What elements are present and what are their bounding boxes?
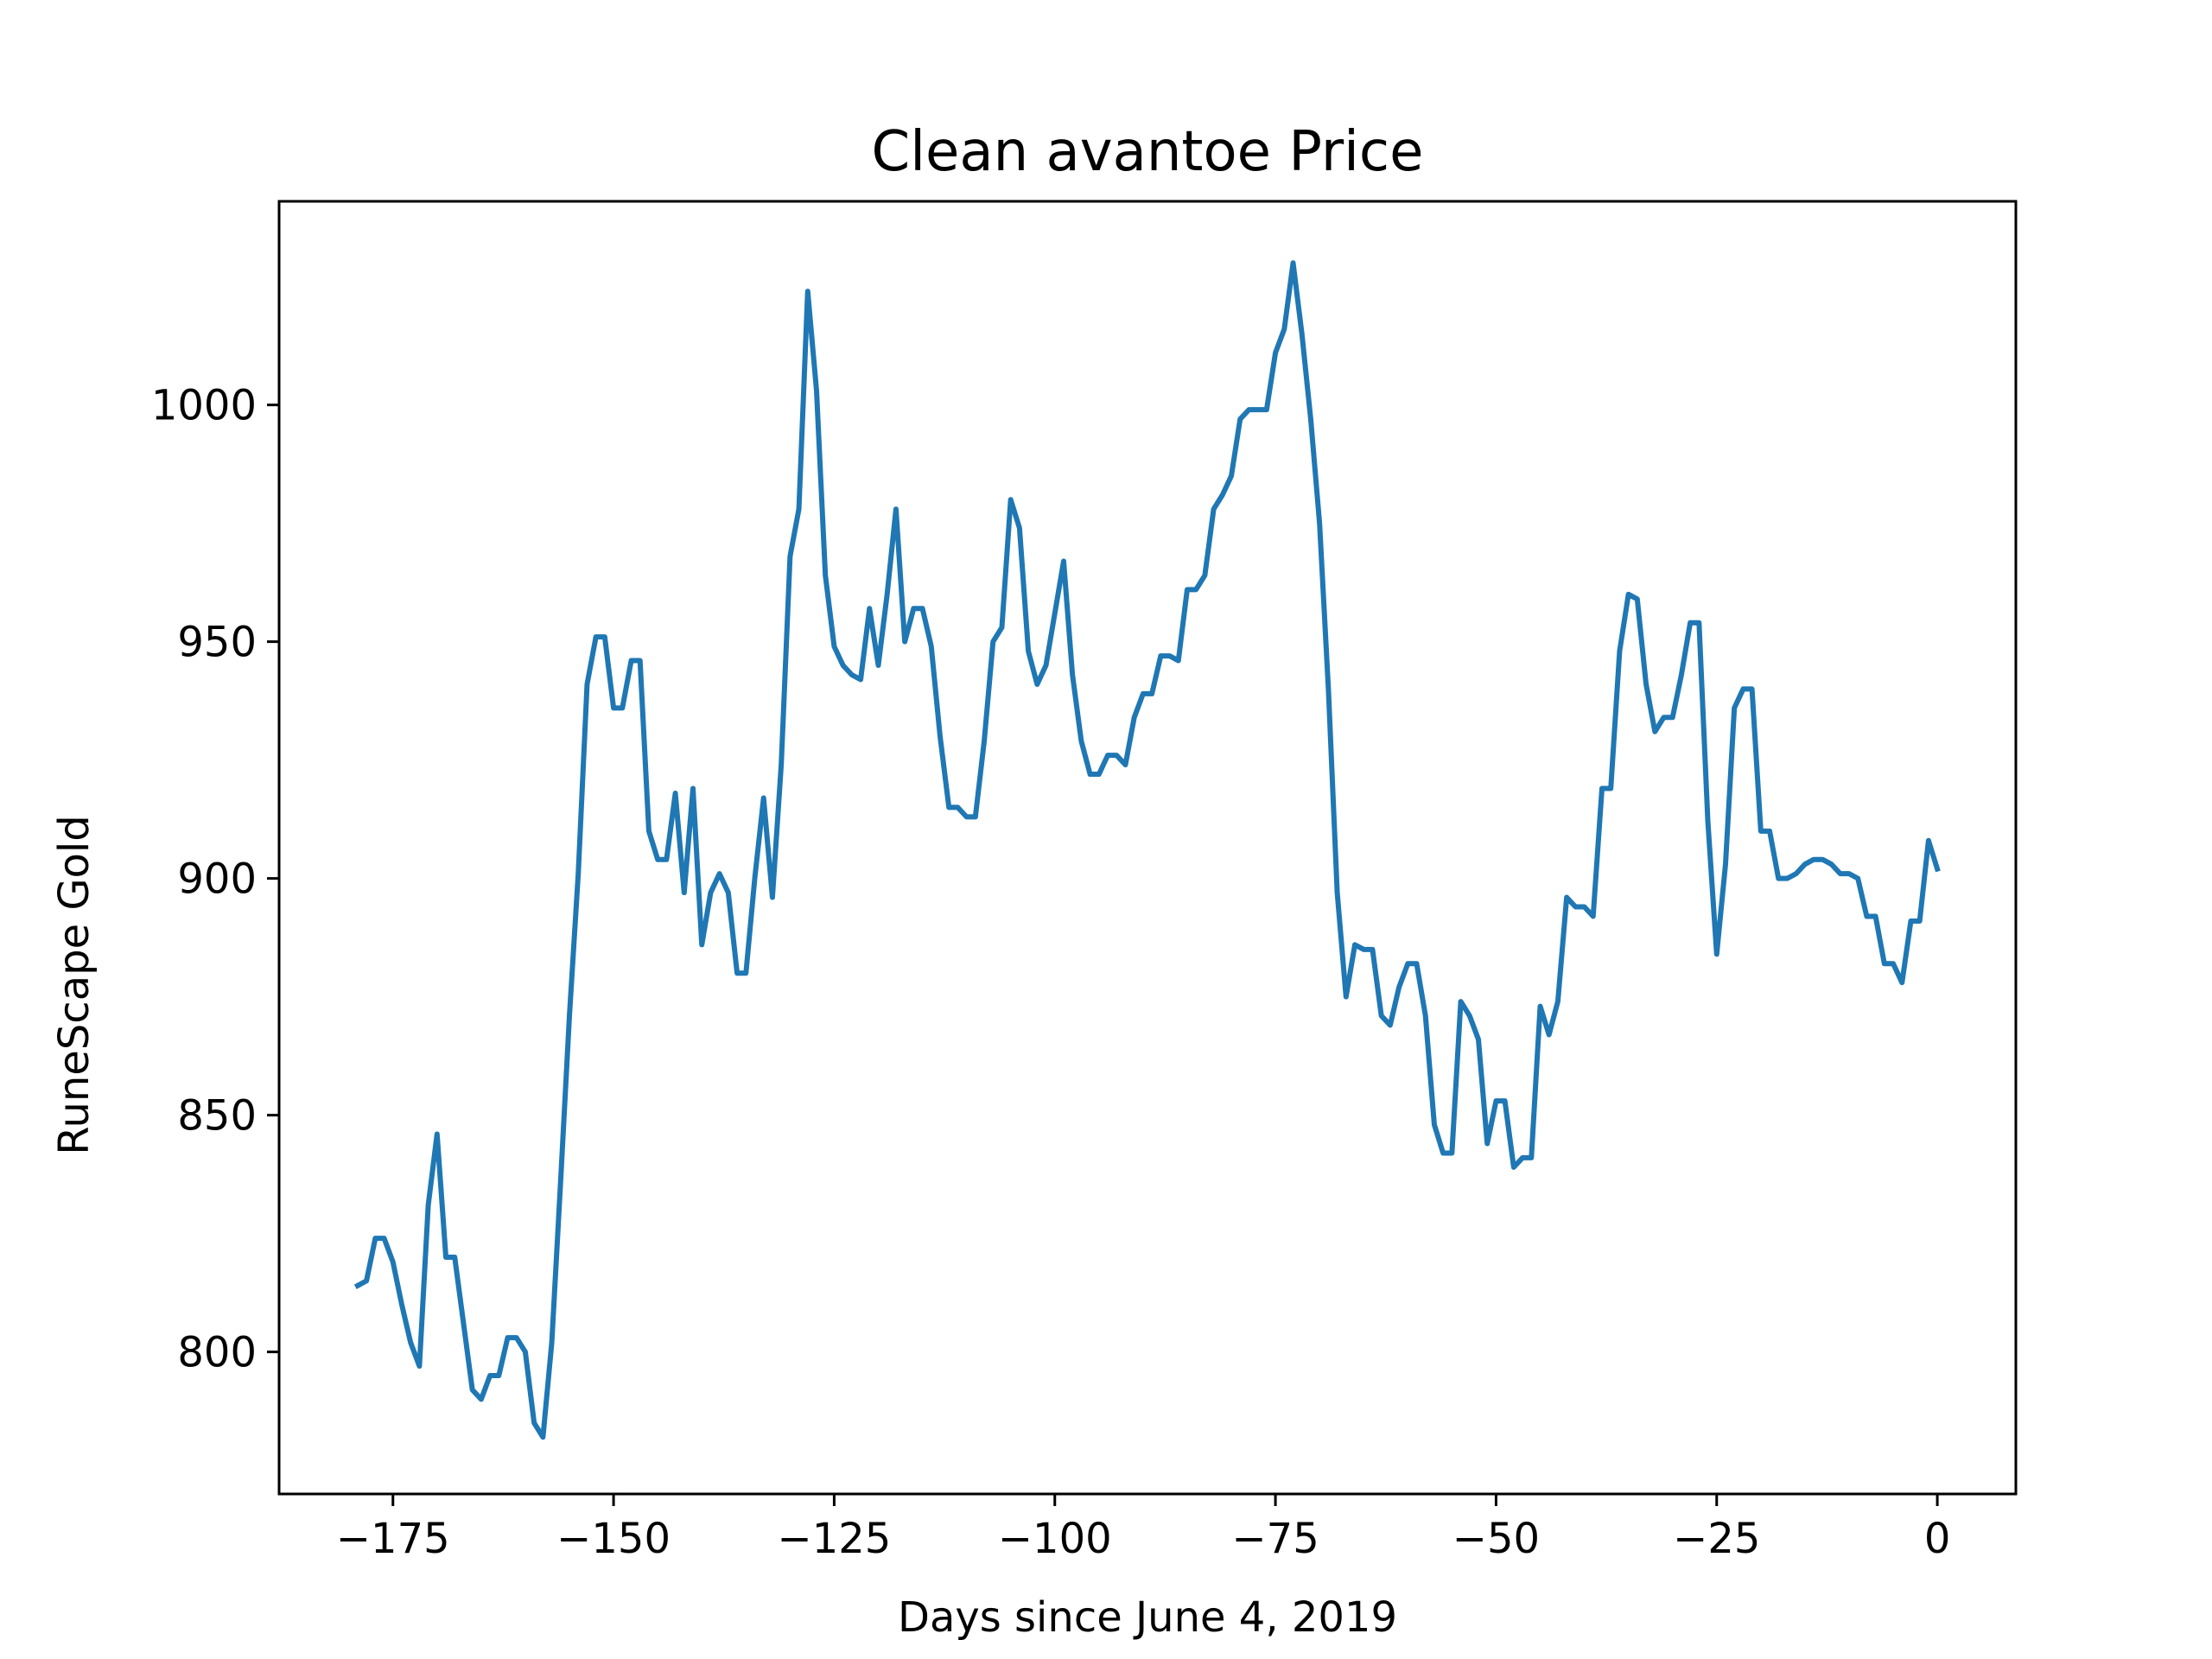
y-axis-label: RuneScape Gold [50, 815, 99, 1154]
x-tick-label: −150 [556, 1515, 671, 1563]
y-tick-label: 950 [177, 619, 257, 667]
x-tick-label: −125 [778, 1515, 892, 1563]
series-line-0 [353, 260, 1941, 1440]
plot-frame [277, 200, 2018, 1496]
y-tick-label: 850 [177, 1092, 257, 1141]
plot-area [353, 260, 1941, 1440]
chart-title: Clean avantoe Price [872, 120, 1424, 184]
x-tick-label: −175 [336, 1515, 450, 1563]
y-tick-label: 800 [177, 1329, 257, 1377]
x-tick-label: −75 [1231, 1515, 1319, 1563]
x-tick-label: −50 [1452, 1515, 1540, 1563]
x-axis-label: Days since June 4, 2019 [898, 1593, 1397, 1642]
y-tick-label: 1000 [151, 382, 257, 430]
x-tick-label: −25 [1673, 1515, 1760, 1563]
axes: −175 −150 −125 −100 −75 −50 −25 0 800 850 900 950 10… [151, 200, 2018, 1563]
x-tick-label: 0 [1924, 1515, 1951, 1563]
y-tick-label: 900 [177, 855, 257, 904]
x-tick-label: −100 [998, 1515, 1112, 1563]
